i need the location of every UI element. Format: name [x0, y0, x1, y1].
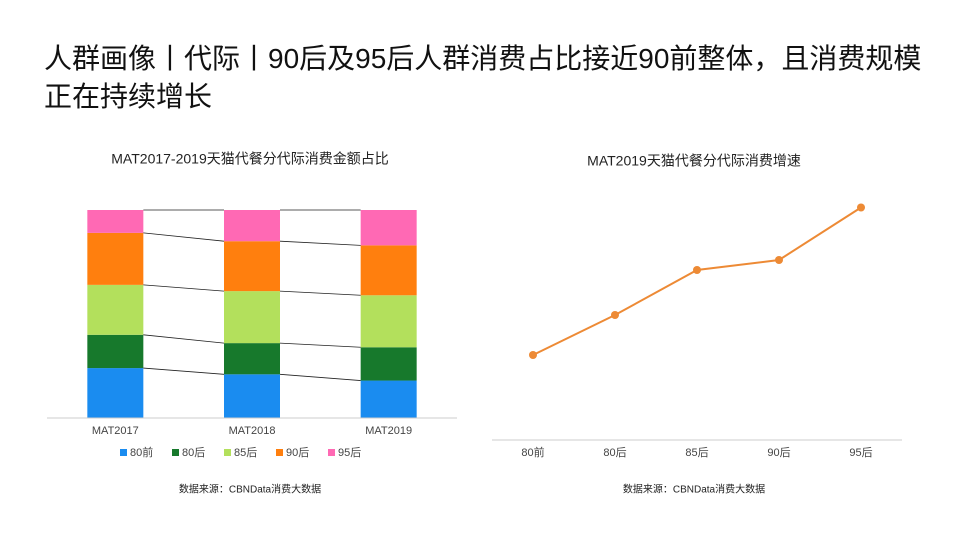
- legend-label: 90后: [286, 446, 309, 459]
- x-tick-label: 85后: [685, 446, 708, 459]
- legend-label: 80后: [182, 446, 205, 459]
- legend-label: 85后: [234, 446, 257, 459]
- source-note: 数据来源：CBNData消费大数据: [623, 483, 765, 496]
- legend-swatch: [120, 449, 127, 456]
- x-tick-label: 80前: [521, 445, 544, 459]
- point: [611, 311, 619, 319]
- bar-segment: [87, 368, 144, 418]
- x-tick-label: 80后: [603, 446, 626, 459]
- point: [857, 203, 865, 212]
- series-line: [143, 284, 225, 292]
- series-line: [143, 334, 225, 344]
- series-line: [279, 342, 361, 348]
- x-tick-label: 95后: [849, 446, 872, 459]
- bar-segment: [87, 210, 144, 233]
- series-line: [279, 240, 361, 246]
- series-line: [143, 367, 225, 375]
- bar-segment: [87, 334, 144, 369]
- legend-label: 95后: [338, 446, 361, 459]
- bar-segment: [87, 284, 144, 335]
- series-line: [279, 290, 361, 296]
- chart-title: MAT2019天猫代餐分代际消费增速: [587, 153, 801, 169]
- x-tick-label: MAT2017: [92, 425, 139, 437]
- bar-segment: [224, 241, 280, 292]
- x-tick-label: MAT2018: [229, 425, 276, 437]
- source-note: 数据来源：CBNData消费大数据: [179, 483, 321, 496]
- series-line: [143, 232, 225, 242]
- bar-segment: [360, 295, 417, 348]
- point: [775, 256, 783, 264]
- legend-swatch: [224, 449, 231, 456]
- chart-title: MAT2017-2019天猫代餐分代际消费金额占比: [111, 151, 388, 167]
- x-tick-label: 90后: [767, 446, 790, 459]
- bar-segment: [224, 343, 280, 375]
- bar-segment: [224, 210, 280, 242]
- bar-segment: [87, 232, 144, 285]
- point: [529, 351, 537, 359]
- series-line: [279, 373, 361, 381]
- legend-swatch: [172, 449, 179, 456]
- bar-segment: [224, 291, 280, 344]
- bar-segment: [224, 374, 280, 418]
- legend-swatch: [328, 449, 335, 456]
- page-title: 人群画像丨代际丨90后及95后人群消费占比接近90前整体，且消费规模正在持续增长: [44, 43, 922, 112]
- line: [532, 206, 862, 356]
- bar-segment: [360, 245, 417, 296]
- bar-segment: [360, 380, 417, 418]
- bar-segment: [360, 347, 417, 381]
- legend-label: 80前: [130, 445, 153, 459]
- legend-swatch: [276, 449, 283, 456]
- point: [693, 266, 701, 274]
- bar-segment: [360, 210, 417, 246]
- x-tick-label: MAT2019: [365, 425, 412, 437]
